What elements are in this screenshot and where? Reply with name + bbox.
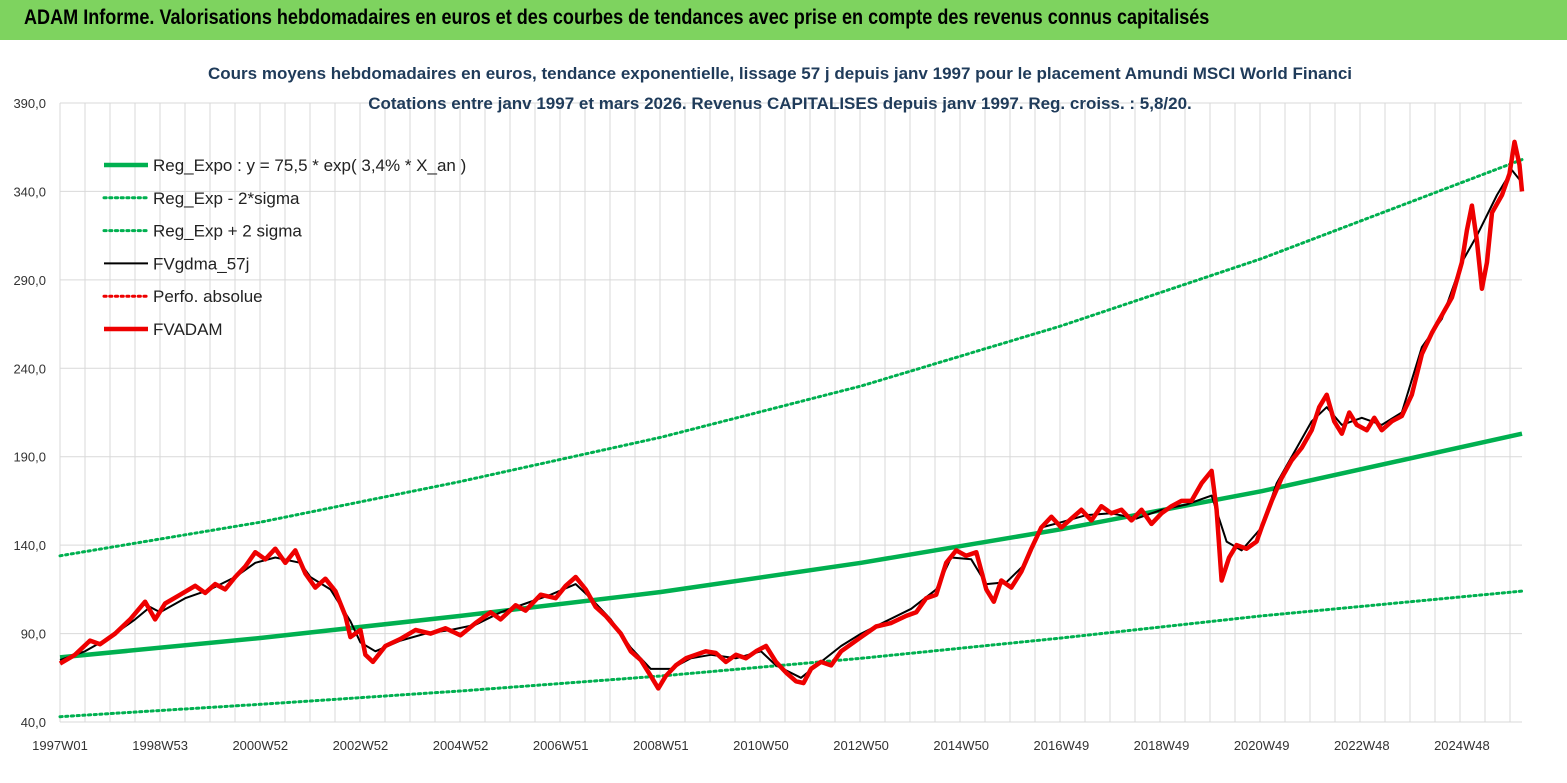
x-tick-label: 2008W51 xyxy=(633,738,689,753)
x-tick-label: 2000W52 xyxy=(232,738,288,753)
legend-label: Reg_Exp + 2 sigma xyxy=(153,222,302,241)
y-tick-label: 40,0 xyxy=(21,715,46,730)
chart-title-line-2: Cotations entre janv 1997 et mars 2026. … xyxy=(368,94,1192,113)
grid xyxy=(59,102,1522,723)
series-line-0 xyxy=(59,431,1523,660)
legend-label: Reg_Expo : y = 75,5 * exp( 3,4% * X_an ) xyxy=(153,156,466,175)
x-tick-label: 2018W49 xyxy=(1134,738,1190,753)
x-tick-label: 2020W49 xyxy=(1234,738,1290,753)
y-axis: 40,0 90,0 140,0 190,0 240,0 290,0 340,0 390,0 xyxy=(13,96,46,730)
header-bar: ADAM Informe. Valorisations hebdomadaire… xyxy=(0,0,1567,40)
chart-title-line-1: Cours moyens hebdomadaires en euros, ten… xyxy=(208,64,1352,83)
y-tick-label: 90,0 xyxy=(21,627,46,642)
x-tick-label: 2016W49 xyxy=(1034,738,1090,753)
x-axis: 1997W01 1998W53 2000W52 2002W52 2004W52 2006W… xyxy=(32,738,1490,753)
x-tick-label: 2010W50 xyxy=(733,738,789,753)
y-tick-label: 190,0 xyxy=(13,450,46,465)
legend-label: FVADAM xyxy=(153,320,223,339)
x-tick-label: 2002W52 xyxy=(333,738,389,753)
x-tick-label: 2004W52 xyxy=(433,738,489,753)
x-tick-label: 1998W53 xyxy=(132,738,188,753)
x-tick-label: 2014W50 xyxy=(933,738,989,753)
x-tick-label: 2022W48 xyxy=(1334,738,1390,753)
series-line-2 xyxy=(58,158,1524,558)
y-tick-label: 390,0 xyxy=(13,96,46,111)
y-tick-label: 340,0 xyxy=(13,184,46,199)
y-tick-label: 290,0 xyxy=(13,273,46,288)
y-tick-label: 240,0 xyxy=(13,361,46,376)
x-tick-label: 2012W50 xyxy=(833,738,889,753)
chart-area: Cours moyens hebdomadaires en euros, ten… xyxy=(0,40,1567,783)
chart: Cours moyens hebdomadaires en euros, ten… xyxy=(13,64,1525,753)
legend-label: Perfo. absolue xyxy=(153,287,263,306)
page-title: ADAM Informe. Valorisations hebdomadaire… xyxy=(24,6,1210,29)
x-tick-label: 2006W51 xyxy=(533,738,589,753)
y-tick-label: 140,0 xyxy=(13,538,46,553)
x-tick-label: 2024W48 xyxy=(1434,738,1490,753)
series-line-5 xyxy=(58,139,1525,691)
series-line-1 xyxy=(58,589,1524,719)
x-tick-label: 1997W01 xyxy=(32,738,88,753)
legend: Reg_Expo : y = 75,5 * exp( 3,4% * X_an )… xyxy=(102,156,466,339)
series-line-3 xyxy=(59,169,1523,679)
series-group xyxy=(58,139,1525,719)
legend-label: Reg_Exp - 2*sigma xyxy=(153,189,300,208)
legend-label: FVgdma_57j xyxy=(153,254,249,273)
